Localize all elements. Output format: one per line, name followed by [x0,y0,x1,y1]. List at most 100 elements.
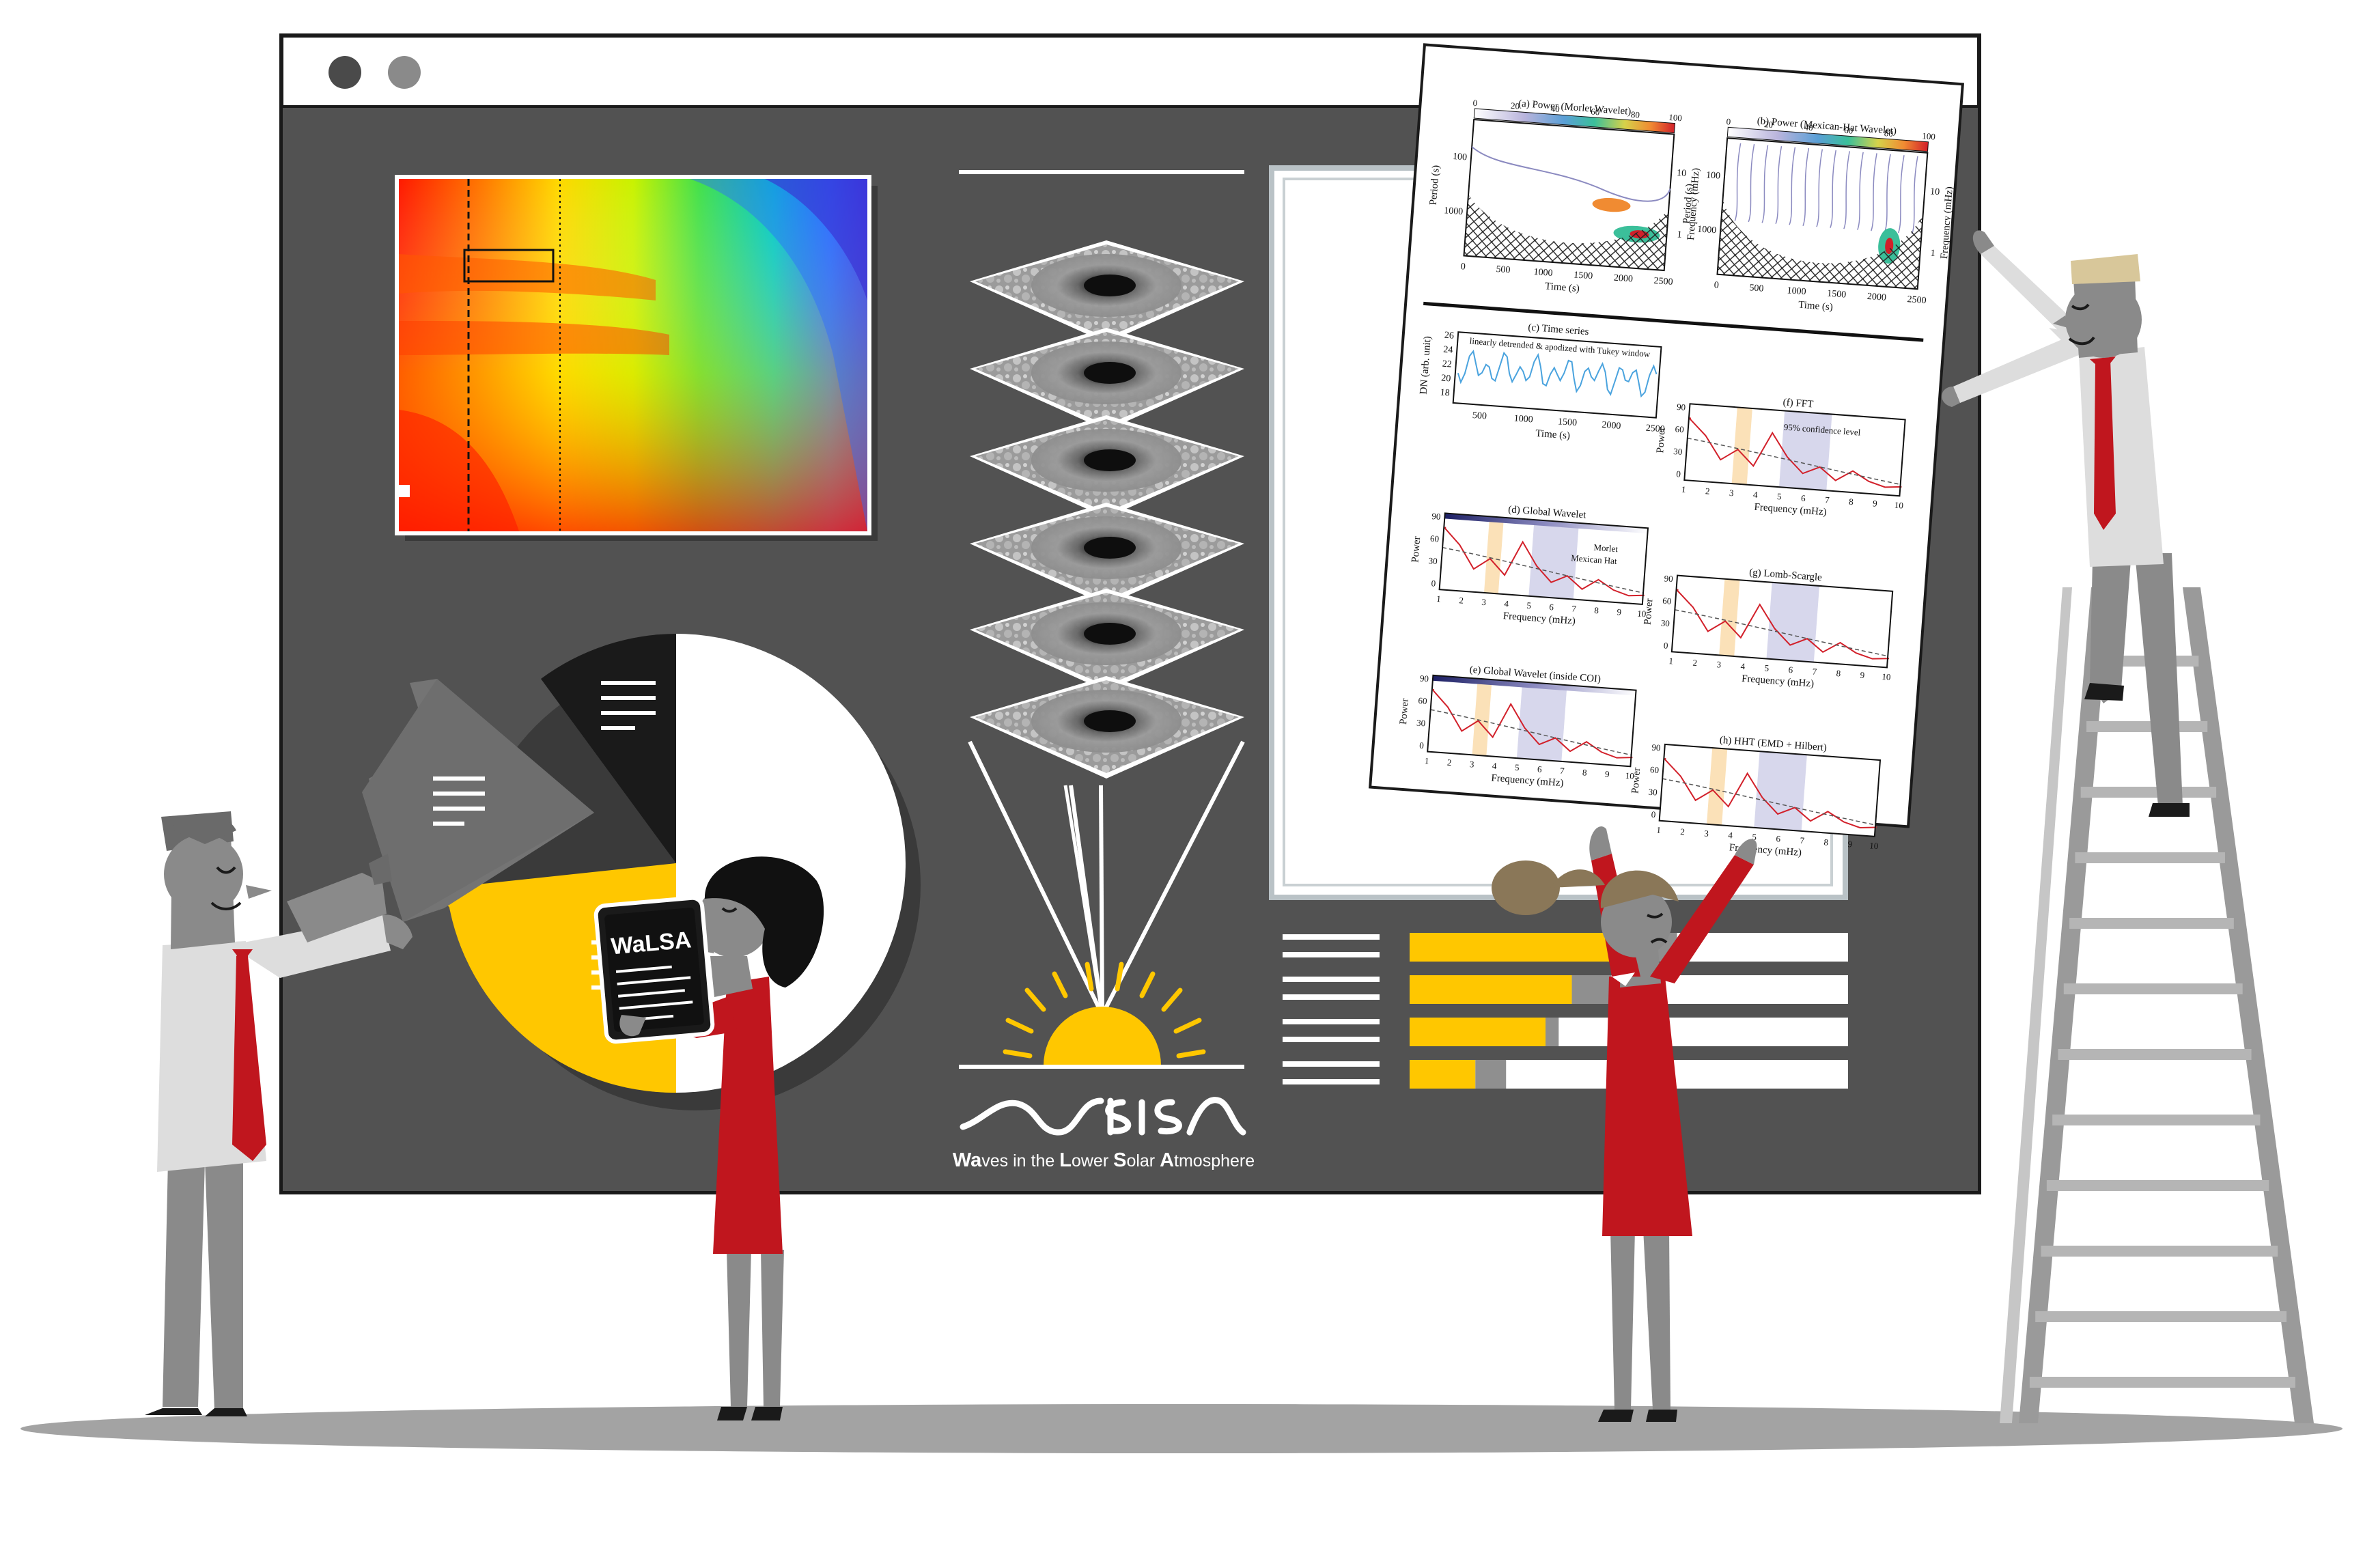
panel-h-xtick: 7 [1800,835,1805,845]
panel-f-ylabel: Power [1655,427,1668,453]
panel-g-ytick: 30 [1660,617,1670,628]
panel-d-ytick: 90 [1431,511,1441,522]
woman-lifting [1492,826,1757,1422]
panel-d-ytick: 30 [1428,555,1438,566]
panel-h-xtick: 4 [1728,830,1733,840]
tagline-initial: S [1113,1149,1126,1171]
panel-b-cbar-tick: 0 [1726,116,1731,126]
panel-d-xtick: 2 [1459,595,1464,605]
stack-frame [970,240,1244,343]
panel-f-xtick: 2 [1705,486,1711,496]
panel-a-xtick: 2000 [1613,273,1633,285]
panel-b-rtick: 1 [1930,249,1935,259]
window-dot-grey[interactable] [388,56,421,89]
ladder-rung [2029,1377,2295,1388]
panel-a-xtick: 1000 [1533,267,1553,279]
panel-d-xtick: 6 [1549,602,1554,612]
panel-a-ylabel: Period (s) [1428,165,1442,206]
panel-b-xtick: 500 [1749,283,1764,294]
panel-e-xtick: 6 [1537,764,1543,774]
panel-a-ytick: 1000 [1444,206,1464,217]
progress-fill-grey [1475,1060,1507,1089]
panel-e-ytick: 30 [1416,718,1426,729]
ladder-rung [2086,721,2208,732]
panel-c-xtick: 1000 [1513,413,1533,425]
panel-g-xtick: 9 [1860,670,1865,680]
pie-slice-black[interactable] [541,634,676,863]
panel-h-xtick: 3 [1704,828,1709,839]
panel-e-ylabel: Power [1398,698,1411,725]
panel-a-xtick: 500 [1496,264,1511,275]
heatmap-selection-box[interactable] [463,249,555,283]
tagline-rest: ower [1072,1151,1113,1171]
panel-a-xlabel: Time (s) [1545,281,1580,294]
panel-d-xtick: 5 [1526,600,1532,611]
panel-g-xlabel: Frequency (mHz) [1742,673,1815,690]
panel-h-ytick: 90 [1651,742,1661,753]
panel-h-ytick: 0 [1651,809,1656,820]
panel-b-cbar-tick: 100 [1922,130,1936,141]
panel-b-rlabel: Frequency (mHz) [1939,186,1955,260]
progress-fill-yellow [1410,975,1572,1004]
heatmap-panel [395,175,878,541]
panel-c-xtick: 2000 [1602,420,1621,432]
panel-c-xtick: 500 [1472,410,1487,421]
panel-f-xtick: 7 [1825,494,1830,505]
panel-f-xtick: 10 [1894,500,1903,511]
panel-c-ylabel: DN (arb. unit) [1418,336,1433,395]
progress-fill-yellow [1410,1018,1546,1046]
panel-b-ylabel: Period (s) [1681,183,1695,224]
pie-black-text-lines [601,681,656,730]
panel-a-cbar-tick: 80 [1630,109,1640,120]
ladder-rung [2035,1311,2287,1322]
panel-h-ytick: 30 [1648,787,1658,798]
panel-a-rtick: 1 [1677,229,1682,240]
panel-f-xtick: 8 [1849,496,1854,507]
panel-g-xtick: 10 [1882,671,1891,682]
tagline-rest: olar [1126,1151,1160,1171]
panel-e-ytick: 0 [1419,740,1425,751]
panel-d-xtick: 9 [1617,606,1622,617]
panel-d-xtick: 10 [1637,608,1647,619]
panel-f-xtick: 4 [1753,489,1759,499]
pie-grey-text-lines [433,776,485,826]
panel-e-xtick: 1 [1424,755,1429,766]
panel-c-xtick: 2500 [1645,423,1665,435]
tagline-rest: ves in the [981,1151,1059,1171]
panel-g-xtick: 2 [1692,658,1698,668]
panel-g-ylabel: Power [1642,598,1655,625]
panel-e-xtick: 5 [1514,762,1520,772]
panel-b-ytick: 1000 [1697,224,1717,236]
panel-a-xtick: 0 [1460,262,1466,272]
panel-h-xtick: 9 [1847,839,1853,849]
panel-g-xtick: 3 [1716,659,1722,669]
paper-sheet[interactable]: (a) Power (Morlet Wavelet)0 20 40 60 80 10010… [1367,43,1964,866]
man-ladder [1942,230,2190,817]
panel-d-xtick: 4 [1504,598,1509,608]
panel-f-xtick: 1 [1681,484,1687,494]
panel-b-cbar-tick: 40 [1804,122,1813,132]
panel-h-xtick: 10 [1869,840,1879,851]
panel-e-xtick: 7 [1560,766,1565,776]
panel-e-xlabel: Frequency (mHz) [1491,772,1564,789]
panel-a-cbar-tick: 40 [1550,103,1560,114]
tagline-initial: L [1059,1149,1072,1171]
panel-b-xtick: 1000 [1787,285,1806,297]
ladder-rung [2069,918,2234,929]
panel-f-title: (f) FFT [1782,397,1814,410]
window-dot-dark[interactable] [328,56,361,89]
panel-g-xtick: 7 [1812,666,1817,676]
ladder-rung [2052,1115,2261,1125]
tagline-initial: Wa [953,1149,982,1171]
panel-e-xtick: 10 [1625,770,1634,781]
panel-f-ytick: 60 [1675,423,1684,434]
panel-g-ytick: 90 [1664,573,1673,584]
panel-e-xtick: 9 [1605,769,1610,779]
panel-c-ytick: 18 [1440,387,1450,398]
panel-d-xtick: 8 [1594,605,1599,615]
walsa-tagline: Waves in the Lower Solar Atmosphere [953,1149,1255,1171]
progress-fill-yellow [1410,933,1638,962]
image-stack [959,170,1245,1020]
panel-e-xtick: 4 [1492,761,1497,771]
stack-frame [970,415,1244,518]
